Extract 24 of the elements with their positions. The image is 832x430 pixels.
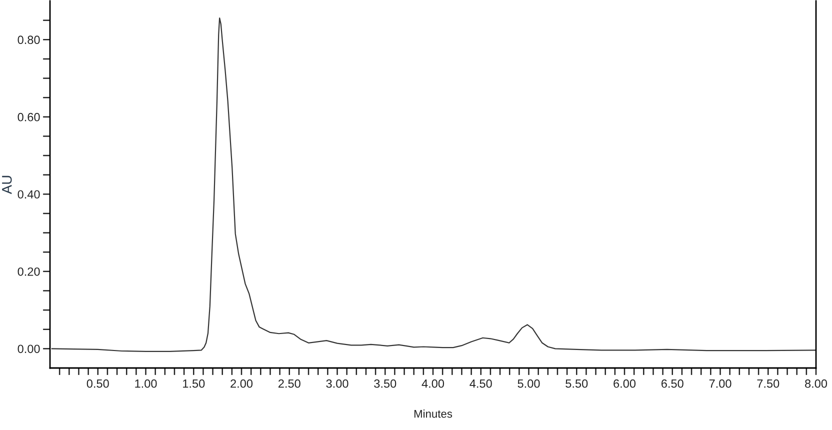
line-series — [51, 17, 816, 352]
x-tick-label: 5.50 — [566, 379, 588, 388]
x-tick-label: 1.50 — [183, 379, 205, 388]
x-tick-label: 3.00 — [326, 379, 348, 388]
x-tick-label: 2.50 — [278, 379, 300, 388]
y-tick-label: 0.20 — [18, 267, 40, 276]
y-tick-label: 0.80 — [18, 36, 40, 44]
x-tick-label: 7.50 — [757, 379, 780, 388]
x-tick-label: 8.00 — [805, 379, 828, 388]
x-tick-label: 4.50 — [470, 379, 492, 388]
x-tick-label: 3.50 — [374, 379, 396, 388]
x-tick-label: 4.00 — [422, 379, 444, 388]
x-tick-label: 1.00 — [135, 379, 157, 388]
x-tick-label: 7.00 — [709, 379, 732, 388]
x-tick-label: 6.00 — [614, 379, 636, 388]
y-tick-label: 0.60 — [18, 112, 40, 122]
y-axis-title: AU — [2, 176, 12, 194]
y-tick-label: 0.00 — [18, 344, 40, 354]
y-tick-label: 0.40 — [18, 190, 40, 199]
x-tick-label: 5.00 — [518, 379, 540, 388]
x-tick-label: 6.50 — [661, 379, 684, 388]
x-tick-label: 0.50 — [86, 379, 109, 388]
x-axis-title: Minutes — [414, 410, 452, 418]
x-tick-label: 2.00 — [230, 379, 253, 388]
